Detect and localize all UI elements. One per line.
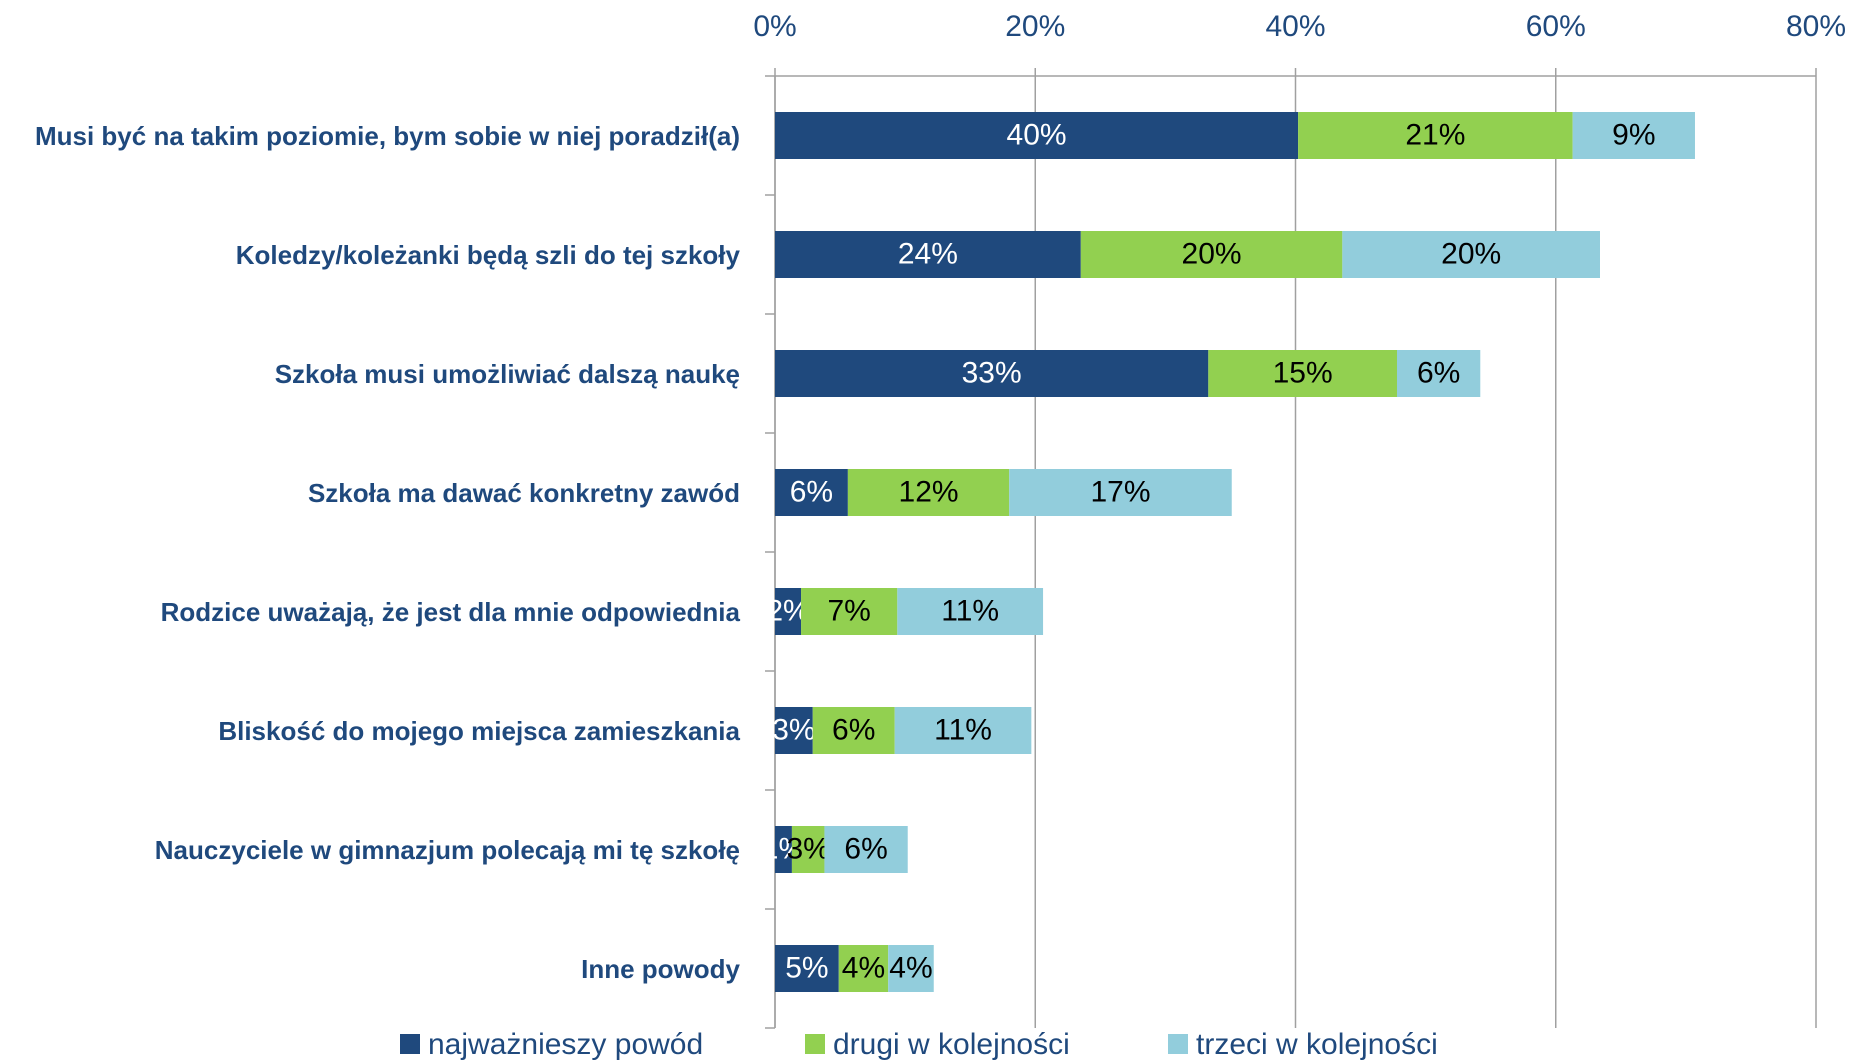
bar-segment <box>824 826 908 873</box>
bar-segment <box>1342 231 1600 278</box>
data-label: 15% <box>1273 356 1333 389</box>
bar-segment <box>775 350 1209 397</box>
category-label: Rodzice uważają, że jest dla mnie odpowi… <box>160 596 740 627</box>
bar-segment <box>894 707 1032 754</box>
x-tick-label: 20% <box>1005 10 1065 43</box>
data-label: 20% <box>1441 237 1501 270</box>
bar-segment <box>838 945 889 992</box>
bar-segment <box>897 588 1044 635</box>
category-label: Nauczyciele w gimnazjum polecają mi tę s… <box>154 834 740 865</box>
data-label: 6% <box>790 475 833 508</box>
bar-segment <box>1208 350 1397 397</box>
bar-segment <box>812 707 895 754</box>
bar-segment <box>1080 231 1343 278</box>
data-label: 12% <box>899 475 959 508</box>
bar-segment <box>775 945 839 992</box>
data-label: 33% <box>962 356 1022 389</box>
data-label: 17% <box>1090 475 1150 508</box>
bar-segment <box>1396 350 1481 397</box>
bar-segment <box>888 945 934 992</box>
bar-segment <box>847 469 1010 516</box>
x-tick-label: 60% <box>1526 10 1586 43</box>
data-label: 11% <box>934 713 992 746</box>
data-label: 6% <box>1417 356 1460 389</box>
category-label: Inne powody <box>581 953 740 984</box>
legend-label: trzeci w kolejności <box>1196 1028 1438 1061</box>
data-label: 4% <box>889 951 932 984</box>
legend-label: drugi w kolejności <box>833 1028 1070 1061</box>
x-tick-label: 40% <box>1265 10 1325 43</box>
category-label: Musi być na takim poziomie, bym sobie w … <box>34 120 740 151</box>
data-label: 3% <box>787 832 830 865</box>
data-label: 20% <box>1182 237 1242 270</box>
data-label: 6% <box>832 713 875 746</box>
x-tick-label: 80% <box>1786 10 1846 43</box>
data-label: 5% <box>785 951 828 984</box>
data-label: 24% <box>898 237 958 270</box>
bar-segment <box>801 588 898 635</box>
data-label: 4% <box>842 951 885 984</box>
legend-swatch <box>1168 1034 1188 1054</box>
category-label: Bliskość do mojego miejsca zamieszkania <box>218 715 740 746</box>
category-label: Koledzy/koleżanki będą szli do tej szkoł… <box>235 239 740 270</box>
bar-segment <box>775 112 1299 159</box>
data-label: 6% <box>844 832 887 865</box>
bar-segment <box>775 231 1081 278</box>
bar-segment <box>775 469 848 516</box>
data-label: 9% <box>1612 118 1655 151</box>
data-label: 3% <box>772 713 815 746</box>
legend-swatch <box>400 1034 420 1054</box>
bar-segment <box>1298 112 1573 159</box>
bar-segment <box>1572 112 1695 159</box>
bar-segment <box>791 826 825 873</box>
data-label: 7% <box>827 594 870 627</box>
legend-swatch <box>805 1034 825 1054</box>
x-tick-label: 0% <box>753 10 796 43</box>
data-label: 40% <box>1007 118 1067 151</box>
data-label: 11% <box>941 594 999 627</box>
bar-segment <box>775 707 813 754</box>
data-label: 21% <box>1405 118 1465 151</box>
bar-segment <box>775 826 792 873</box>
category-label: Szkoła ma dawać konkretny zawód <box>307 477 740 508</box>
category-label: Szkoła musi umożliwiać dalszą naukę <box>274 358 740 389</box>
bar-segment <box>775 588 802 635</box>
bar-segment <box>1009 469 1232 516</box>
legend-label: najważnieszy powód <box>428 1028 703 1061</box>
